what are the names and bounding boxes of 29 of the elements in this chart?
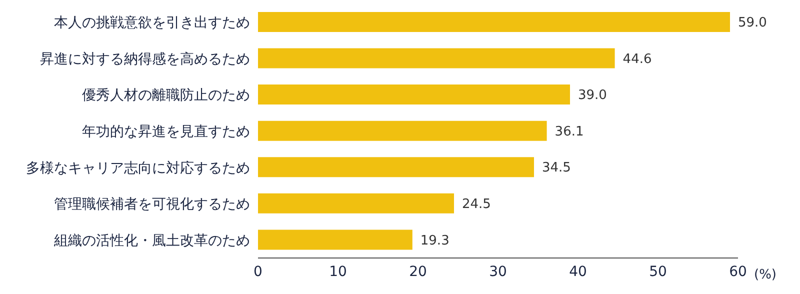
bar (258, 157, 534, 178)
bar (258, 120, 547, 141)
y-tick-label: 多様なキャリア志向に対応するため (26, 160, 250, 176)
x-tick-label: 10 (329, 264, 347, 280)
x-tick-label: 60 (729, 264, 747, 280)
y-tick-label: 優秀人材の離職防止のため (82, 88, 250, 104)
y-tick-label: 年功的な昇進を見直すため (82, 124, 250, 140)
data-label: 59.0 (738, 16, 767, 31)
bar (258, 193, 454, 214)
x-tick-label: 30 (489, 264, 507, 280)
data-label: 19.3 (420, 233, 450, 248)
bar (258, 48, 615, 68)
y-tick-label: 本人の挑戦意欲を引き出すため (54, 15, 250, 32)
x-axis-title: (%) (754, 268, 776, 283)
data-label: 39.0 (578, 88, 607, 104)
x-tick-label: 0 (254, 264, 262, 280)
data-label: 24.5 (462, 197, 491, 212)
data-label: 36.1 (554, 124, 584, 140)
y-tick-label: 組織の活性化・風土改革のため (53, 232, 250, 249)
x-tick-label: 50 (649, 264, 667, 280)
data-label: 34.5 (542, 160, 571, 176)
x-tick-label: 20 (409, 264, 427, 280)
bar (258, 84, 570, 105)
y-tick-label: 昇進に対する納得感を高めるため (40, 51, 250, 68)
bar (258, 12, 730, 32)
bar (258, 230, 412, 250)
data-label: 44.6 (622, 52, 652, 67)
y-tick-label: 管理職候補者を可視化するため (54, 196, 250, 213)
x-tick-label: 40 (569, 264, 587, 280)
